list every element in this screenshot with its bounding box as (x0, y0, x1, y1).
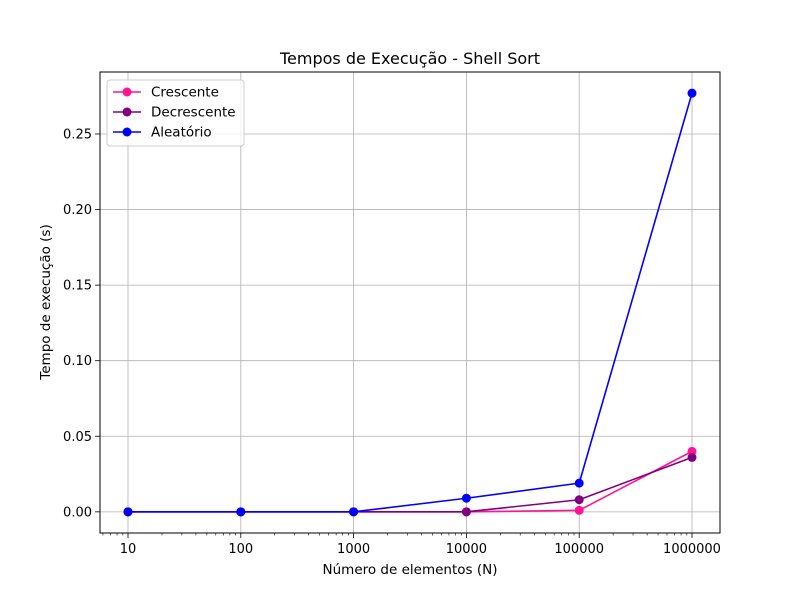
legend-box (106, 79, 245, 147)
legend-item-decrescente: Decrescente (113, 105, 236, 121)
x-axis-label: Número de elementos (N) (323, 562, 498, 578)
y-axis-label: Tempo de execução (s) (38, 224, 54, 380)
y-tick-label: 0.15 (63, 279, 92, 294)
x-tick-label: 1000000 (663, 542, 721, 557)
legend-marker (122, 107, 132, 117)
data-point (574, 478, 584, 488)
grid (100, 72, 720, 533)
legend-item-crescente: Crescente (113, 85, 219, 101)
legend-label: Crescente (151, 85, 219, 101)
legend-label: Aleatório (151, 125, 212, 141)
y-tick-label: 0.00 (63, 505, 92, 520)
y-tick-label: 0.10 (63, 354, 92, 369)
data-point (687, 88, 697, 98)
chart-title: Tempos de Execução - Shell Sort (279, 49, 540, 68)
legend-item-aleatorio: Aleatório (113, 125, 212, 141)
data-point (236, 507, 246, 517)
data-point (349, 507, 359, 517)
data-point (461, 507, 471, 517)
data-point (687, 452, 697, 462)
data-point (123, 507, 133, 517)
legend: Crescente Decrescente Aleatório (106, 79, 245, 147)
legend-marker (122, 127, 132, 137)
series-aleat-rio (123, 88, 697, 517)
data-point (574, 505, 584, 515)
legend-label: Decrescente (151, 105, 236, 121)
x-tick-label: 1000 (337, 542, 370, 557)
data-point (574, 495, 584, 505)
series-line (128, 92, 693, 513)
x-tick-label: 100000 (554, 542, 604, 557)
data-point (461, 493, 471, 503)
y-tick-label: 0.25 (63, 127, 92, 142)
x-tick-label: 100 (228, 542, 253, 557)
y-tick-label: 0.20 (63, 203, 92, 218)
x-tick-label: 10 (120, 542, 137, 557)
x-tick-label: 10000 (446, 542, 487, 557)
series-layer (123, 88, 697, 517)
y-tick-label: 0.05 (63, 430, 92, 445)
axes-frame (99, 71, 721, 534)
ticks: 10 100 1000 10000 100000 1000000 0.00 0.05 0.10 0… (63, 127, 721, 557)
legend-marker (122, 87, 132, 97)
